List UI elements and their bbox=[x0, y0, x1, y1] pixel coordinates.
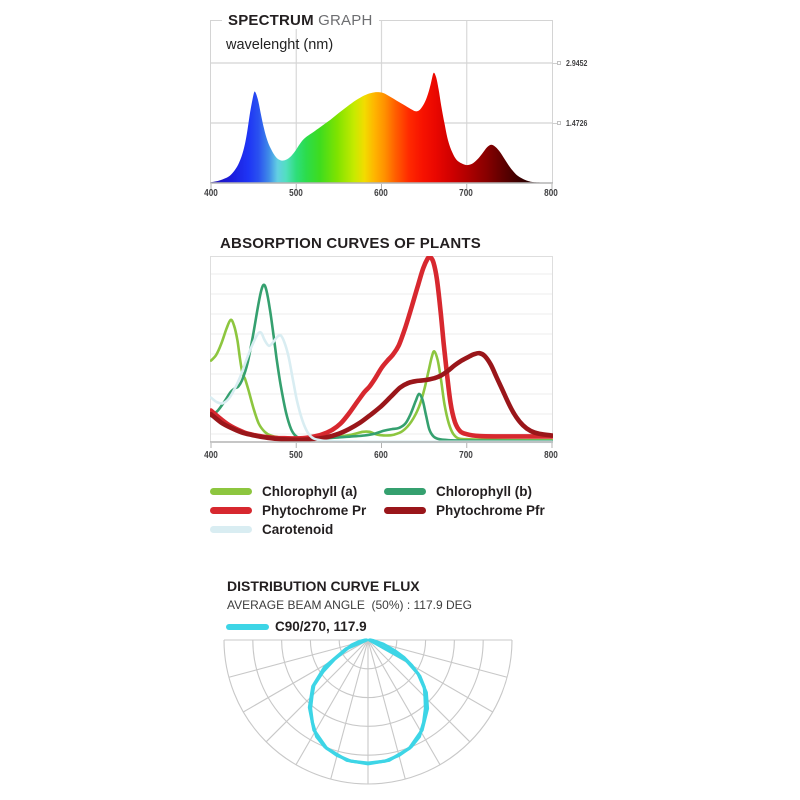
spectrum-ytick-upper: 2.9452 bbox=[566, 58, 588, 68]
legend-chlorophyll-b: Chlorophyll (b) bbox=[384, 484, 532, 499]
spectrum-title: SPECTRUM GRAPH bbox=[222, 12, 379, 29]
phytochrome-pr-label: Phytochrome Pr bbox=[262, 503, 367, 518]
chlorophyll-a-swatch bbox=[210, 488, 252, 495]
absorption-title: ABSORPTION CURVES OF PLANTS bbox=[220, 235, 481, 252]
chlorophyll-b-swatch bbox=[384, 488, 426, 495]
chlorophyll-b-label: Chlorophyll (b) bbox=[436, 484, 532, 499]
legend-phytochrome-pr: Phytochrome Pr bbox=[210, 503, 366, 518]
carotenoid-label: Carotenoid bbox=[262, 522, 334, 537]
spectrum-ytick-lower: 1.4726 bbox=[566, 118, 588, 128]
absorption-xtick-400: 400 bbox=[204, 449, 218, 461]
spectrum-xtick-800: 800 bbox=[544, 187, 558, 199]
absorption-chart bbox=[210, 256, 553, 448]
legend-c90-270: C90/270, 117.9 bbox=[226, 619, 367, 634]
spectrum-ytick-mark-upper bbox=[552, 63, 559, 64]
distribution-section: DISTRIBUTION CURVE FLUX AVERAGE BEAM ANG… bbox=[0, 570, 800, 800]
phytochrome-pfr-label: Phytochrome Pfr bbox=[436, 503, 545, 518]
phytochrome-pfr-swatch bbox=[384, 507, 426, 514]
phytochrome-pr-swatch bbox=[210, 507, 252, 514]
spectrum-xtick-400: 400 bbox=[204, 187, 218, 199]
carotenoid-swatch bbox=[210, 526, 252, 533]
spectrum-ytick-mark-lower bbox=[552, 123, 559, 124]
absorption-section: ABSORPTION CURVES OF PLANTS 400 500 600 … bbox=[0, 225, 800, 545]
legend-carotenoid: Carotenoid bbox=[210, 522, 333, 537]
legend-phytochrome-pfr: Phytochrome Pfr bbox=[384, 503, 545, 518]
distribution-title: DISTRIBUTION CURVE FLUX bbox=[227, 578, 420, 594]
chlorophyll-a-label: Chlorophyll (a) bbox=[262, 484, 358, 499]
distribution-subtitle: AVERAGE BEAM ANGLE (50%) : 117.9 DEG bbox=[227, 598, 472, 612]
spectrum-axis-label: wavelenght (nm) bbox=[226, 37, 334, 53]
absorption-xtick-600: 600 bbox=[374, 449, 388, 461]
legend-chlorophyll-a: Chlorophyll (a) bbox=[210, 484, 357, 499]
spectrum-chart bbox=[210, 20, 553, 189]
spectrum-ytick-box-upper bbox=[557, 61, 561, 65]
c90-270-label: C90/270, 117.9 bbox=[275, 619, 367, 634]
spectrum-ytick-box-lower bbox=[557, 121, 561, 125]
spectrum-xtick-500: 500 bbox=[289, 187, 303, 199]
spectrum-xtick-700: 700 bbox=[459, 187, 473, 199]
absorption-xtick-500: 500 bbox=[289, 449, 303, 461]
spectrum-xtick-600: 600 bbox=[374, 187, 388, 199]
spectrum-title-light: GRAPH bbox=[313, 12, 373, 29]
polar-distribution-chart bbox=[223, 638, 513, 785]
spectrum-section: SPECTRUM GRAPH wavelenght (nm) 400 500 6… bbox=[0, 0, 800, 210]
absorption-xtick-800: 800 bbox=[544, 449, 558, 461]
spectrum-title-bold: SPECTRUM bbox=[228, 12, 314, 29]
absorption-xtick-700: 700 bbox=[459, 449, 473, 461]
c90-270-swatch bbox=[226, 623, 269, 630]
